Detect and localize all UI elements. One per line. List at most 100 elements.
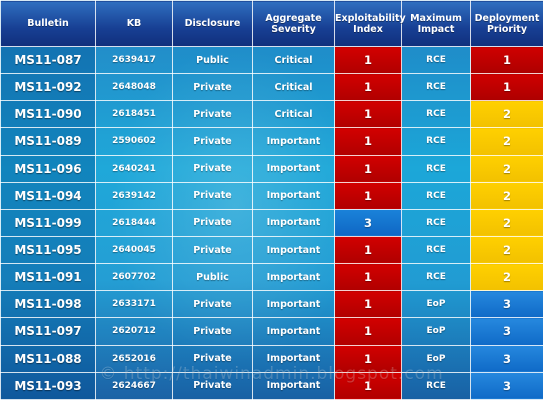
impact-cell: EoP <box>401 317 471 346</box>
kb-cell: 2607702 <box>95 263 173 292</box>
maximum-impact-header-line2: Impact <box>417 23 455 35</box>
bulletin-header-label: Bulletin <box>27 18 69 29</box>
priority-cell: 2 <box>470 263 543 292</box>
maximum-impact-column-header: Maximum Impact <box>401 0 471 47</box>
bulletin-cell: MS11-090 <box>0 100 96 129</box>
severity-cell: Important <box>252 317 335 346</box>
bulletin-cell: MS11-087 <box>0 45 96 75</box>
table-row: MS11-096 2640241 Private Important 1 RCE… <box>0 154 543 183</box>
disclosure-cell: Private <box>172 290 253 319</box>
kb-cell: 2633171 <box>95 290 173 319</box>
table-row: MS11-090 2618451 Private Critical 1 RCE … <box>0 100 543 129</box>
disclosure-cell: Private <box>172 154 253 183</box>
severity-cell: Important <box>252 290 335 319</box>
table-row: MS11-091 2607702 Public Important 1 RCE … <box>0 263 543 292</box>
impact-cell: RCE <box>401 100 471 129</box>
table-row: MS11-088 2652016 Private Important 1 EoP… <box>0 344 543 373</box>
priority-cell: 1 <box>470 45 543 75</box>
impact-cell: EoP <box>401 344 471 373</box>
bulletin-cell: MS11-095 <box>0 235 96 265</box>
exploitability-cell: 1 <box>334 371 402 400</box>
priority-cell: 2 <box>470 181 543 210</box>
impact-cell: EoP <box>401 290 471 319</box>
kb-cell: 2639142 <box>95 181 173 210</box>
kb-cell: 2639417 <box>95 45 173 75</box>
severity-cell: Important <box>252 263 335 292</box>
kb-cell: 2620712 <box>95 317 173 346</box>
disclosure-cell: Private <box>172 371 253 400</box>
priority-cell: 1 <box>470 73 543 102</box>
exploitability-cell: 1 <box>334 73 402 102</box>
table-row: MS11-087 2639417 Public Critical 1 RCE 1 <box>0 45 543 75</box>
priority-cell: 2 <box>470 235 543 265</box>
exploitability-cell: 1 <box>334 263 402 292</box>
priority-cell: 2 <box>470 154 543 183</box>
severity-cell: Critical <box>252 100 335 129</box>
severity-cell: Important <box>252 154 335 183</box>
bulletin-cell: MS11-098 <box>0 290 96 319</box>
kb-cell: 2652016 <box>95 344 173 373</box>
disclosure-cell: Private <box>172 100 253 129</box>
impact-cell: RCE <box>401 263 471 292</box>
disclosure-cell: Private <box>172 73 253 102</box>
priority-cell: 3 <box>470 344 543 373</box>
table-row: MS11-093 2624667 Private Important 1 RCE… <box>0 371 543 400</box>
priority-cell: 2 <box>470 100 543 129</box>
bulletin-cell: MS11-097 <box>0 317 96 346</box>
priority-cell: 3 <box>470 290 543 319</box>
impact-cell: RCE <box>401 235 471 265</box>
disclosure-header-label: Disclosure <box>184 18 241 29</box>
priority-cell: 2 <box>470 127 543 156</box>
exploitability-index-header-line1: Exploitability <box>335 12 406 24</box>
exploitability-cell: 1 <box>334 127 402 156</box>
kb-cell: 2648048 <box>95 73 173 102</box>
exploitability-cell: 1 <box>334 344 402 373</box>
table-row: MS11-097 2620712 Private Important 1 EoP… <box>0 317 543 346</box>
aggregate-severity-header-line2: Severity <box>271 23 316 35</box>
bulletin-cell: MS11-089 <box>0 127 96 156</box>
exploitability-cell: 3 <box>334 208 402 237</box>
table-row: MS11-098 2633171 Private Important 1 EoP… <box>0 290 543 319</box>
priority-cell: 3 <box>470 317 543 346</box>
kb-cell: 2624667 <box>95 371 173 400</box>
deployment-priority-header-line1: Deployment <box>474 12 540 24</box>
disclosure-cell: Private <box>172 317 253 346</box>
severity-cell: Important <box>252 344 335 373</box>
deployment-priority-header-line2: Priority <box>486 23 528 35</box>
severity-cell: Critical <box>252 45 335 75</box>
exploitability-index-column-header: Exploitability Index <box>334 0 406 47</box>
bulletin-cell: MS11-093 <box>0 371 96 400</box>
priority-cell: 2 <box>470 208 543 237</box>
table-row: MS11-099 2618444 Private Important 3 RCE… <box>0 208 543 237</box>
priority-cell: 3 <box>470 371 543 400</box>
impact-cell: RCE <box>401 181 471 210</box>
bulletin-cell: MS11-096 <box>0 154 96 183</box>
exploitability-index-header-line2: Index <box>353 23 383 35</box>
exploitability-cell: 1 <box>334 317 402 346</box>
exploitability-cell: 1 <box>334 45 402 75</box>
kb-cell: 2640045 <box>95 235 173 265</box>
table-header-row: Bulletin KB Disclosure Aggregate Severit… <box>0 0 543 47</box>
severity-cell: Important <box>252 181 335 210</box>
bulletin-cell: MS11-088 <box>0 344 96 373</box>
maximum-impact-header-line1: Maximum <box>410 12 462 24</box>
bulletin-cell: MS11-091 <box>0 263 96 292</box>
disclosure-cell: Private <box>172 235 253 265</box>
bulletin-cell: MS11-092 <box>0 73 96 102</box>
disclosure-column-header: Disclosure <box>172 0 253 47</box>
impact-cell: RCE <box>401 127 471 156</box>
kb-cell: 2590602 <box>95 127 173 156</box>
impact-cell: RCE <box>401 73 471 102</box>
exploitability-cell: 1 <box>334 290 402 319</box>
kb-cell: 2640241 <box>95 154 173 183</box>
impact-cell: RCE <box>401 208 471 237</box>
exploitability-cell: 1 <box>334 154 402 183</box>
severity-cell: Important <box>252 371 335 400</box>
table-row: MS11-089 2590602 Private Important 1 RCE… <box>0 127 543 156</box>
severity-cell: Critical <box>252 73 335 102</box>
kb-column-header: KB <box>95 0 173 47</box>
exploitability-cell: 1 <box>334 235 402 265</box>
exploitability-cell: 1 <box>334 181 402 210</box>
bulletin-column-header: Bulletin <box>0 0 96 47</box>
